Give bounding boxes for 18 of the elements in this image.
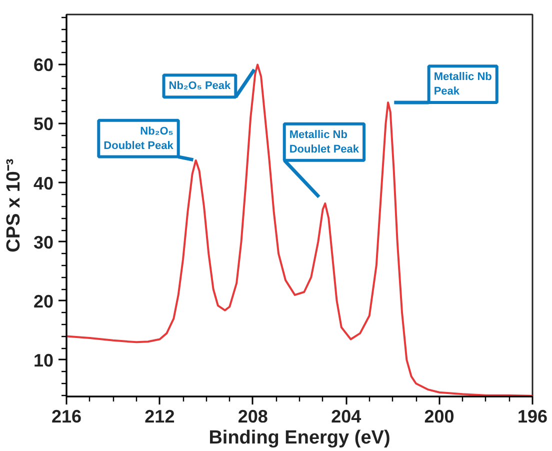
y-tick-label: 50 (33, 114, 54, 134)
y-tick-label: 10 (33, 350, 54, 370)
y-tick-label: 60 (33, 55, 54, 76)
y-tick-label: 30 (33, 232, 54, 252)
y-axis-title: CPS x 10⁻³ (3, 158, 24, 252)
x-tick-label: 204 (331, 406, 362, 426)
y-tick-label: 40 (33, 173, 54, 194)
x-tick-label: 216 (51, 406, 82, 426)
annotation: Nb₂O₅ Doublet Peak (104, 125, 174, 152)
x-tick-label: 200 (424, 406, 454, 426)
annotation: Metallic Nb Doublet Peak (289, 128, 360, 156)
annotation: Metallic Nb Peak (434, 71, 492, 98)
x-tick-label: 208 (238, 406, 268, 426)
x-tick-label: 196 (517, 406, 548, 426)
annotation: Nb₂O₅ Peak (168, 80, 232, 92)
x-axis-title: Binding Energy (eV) (208, 428, 390, 448)
y-tick-label: 20 (33, 291, 54, 312)
x-tick-label: 212 (144, 406, 175, 426)
